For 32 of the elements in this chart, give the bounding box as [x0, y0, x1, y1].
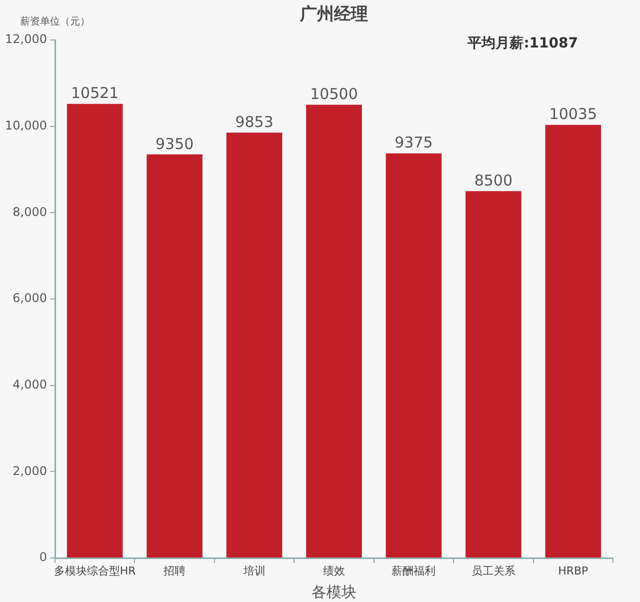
x-tick-label: 绩效: [323, 564, 345, 578]
y-axis-title: 薪资单位（元）: [20, 16, 90, 28]
x-tick-label: 多模块综合型HR: [54, 564, 136, 578]
x-tick-label: HRBP: [558, 564, 589, 578]
data-label: 9350: [155, 134, 194, 153]
data-label: 10500: [310, 85, 358, 104]
bar: [146, 154, 202, 558]
y-tick-label: 2,000: [12, 464, 47, 478]
y-tick-label: 12,000: [5, 32, 47, 46]
data-label: 9853: [235, 113, 274, 132]
y-tick-label: 0: [39, 550, 47, 564]
y-tick-label: 10,000: [5, 118, 47, 132]
bar: [386, 153, 442, 558]
x-tick-label: 薪酬福利: [392, 564, 436, 578]
data-label: 8500: [474, 171, 513, 190]
chart-title: 广州经理: [299, 4, 368, 24]
x-tick-label: 招聘: [162, 564, 186, 578]
x-axis-title: 各模块: [312, 582, 356, 601]
y-tick-label: 4,000: [12, 377, 47, 392]
data-label: 9375: [394, 134, 433, 152]
annotation: 平均月薪:11087: [466, 36, 578, 52]
y-tick-label: 6,000: [12, 291, 47, 306]
bar: [545, 124, 602, 558]
data-label: 10521: [71, 84, 119, 102]
bar: [66, 104, 123, 558]
data-label: 10035: [549, 105, 597, 124]
bar: [226, 132, 282, 558]
bar: [306, 104, 362, 558]
x-tick-label: 培训: [242, 564, 266, 578]
y-tick-label: 8,000: [12, 204, 47, 219]
x-tick-label: 员工关系: [471, 564, 516, 578]
bar: [466, 191, 522, 558]
